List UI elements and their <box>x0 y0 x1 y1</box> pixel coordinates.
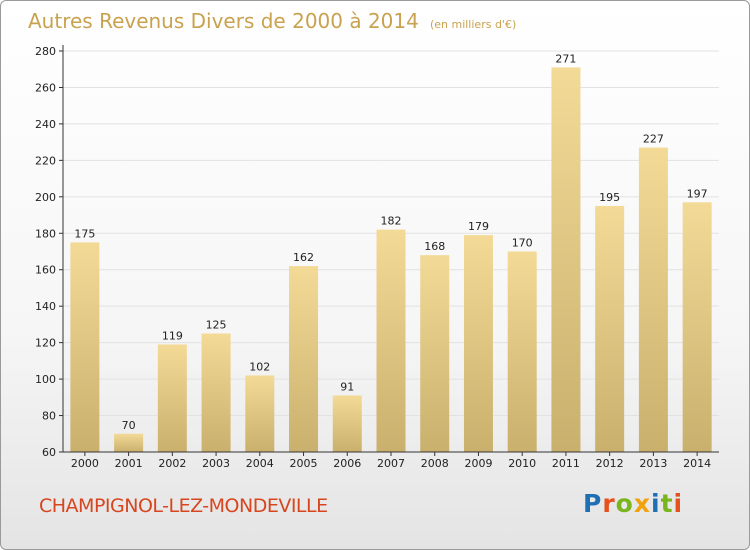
labels: 60 80 100 120 140 160 180 200 220 240 260 280 175 200… <box>35 45 711 470</box>
bar-2008 <box>420 255 450 452</box>
x-tick-label-2000: 2000 <box>71 457 99 470</box>
brand-logo[interactable]: Proxiti <box>583 489 683 518</box>
y-tick-label: 100 <box>35 373 56 386</box>
y-tick-label: 260 <box>35 81 56 94</box>
bar-2009 <box>463 235 493 452</box>
y-tick-label: 240 <box>35 118 56 131</box>
bar-2010 <box>507 251 537 452</box>
data-label-2009: 179 <box>468 220 489 233</box>
x-tick-label-2001: 2001 <box>115 457 143 470</box>
y-tick-label: 60 <box>42 446 56 459</box>
data-label-2010: 170 <box>512 237 533 250</box>
brand-letter: i <box>673 489 684 518</box>
chart-subtitle: (en milliers d'€) <box>429 18 517 31</box>
commune-name: CHAMPIGNOL-LEZ-MONDEVILLE <box>39 495 328 517</box>
x-tick-label-2011: 2011 <box>552 457 580 470</box>
x-tick-label-2013: 2013 <box>639 457 667 470</box>
y-tick-label: 220 <box>35 154 56 167</box>
bar-2012 <box>595 205 625 452</box>
x-tick-label-2014: 2014 <box>683 457 711 470</box>
data-label-2008: 168 <box>424 240 445 253</box>
bar-2013 <box>638 147 668 452</box>
x-tick-label-2007: 2007 <box>377 457 405 470</box>
data-label-2011: 271 <box>555 52 576 65</box>
y-tick-label: 120 <box>35 337 56 350</box>
bar-2003 <box>201 333 231 452</box>
x-tick-label-2002: 2002 <box>158 457 186 470</box>
y-tick-label: 160 <box>35 264 56 277</box>
data-label-2000: 175 <box>74 227 95 240</box>
chart-header: Autres Revenus Divers de 2000 à 2014 (en… <box>28 9 516 33</box>
axes <box>59 45 719 456</box>
brand-letter: i <box>651 489 661 518</box>
brand-letter: x <box>633 489 651 518</box>
data-label-2006: 91 <box>340 380 354 393</box>
brand-letter: o <box>615 489 634 518</box>
data-label-2014: 197 <box>687 187 708 200</box>
bar-2000 <box>70 242 100 452</box>
x-tick-label-2012: 2012 <box>596 457 624 470</box>
x-tick-label-2008: 2008 <box>421 457 449 470</box>
bar-2005 <box>289 266 319 452</box>
brand-letter: t <box>660 489 674 518</box>
data-label-2001: 70 <box>122 419 136 432</box>
x-tick-label-2005: 2005 <box>290 457 318 470</box>
bar-2007 <box>376 229 406 452</box>
data-label-2004: 102 <box>249 360 270 373</box>
bar-2011 <box>551 67 581 453</box>
bars <box>70 67 712 453</box>
y-tick-label: 280 <box>35 45 56 58</box>
brand-letter: r <box>602 489 616 518</box>
chart-title: Autres Revenus Divers de 2000 à 2014 <box>28 9 419 33</box>
bar-2014 <box>682 202 712 452</box>
data-label-2002: 119 <box>162 329 183 342</box>
x-tick-label-2010: 2010 <box>508 457 536 470</box>
data-label-2005: 162 <box>293 251 314 264</box>
data-label-2013: 227 <box>643 133 664 146</box>
data-label-2007: 182 <box>381 215 402 228</box>
x-tick-label-2004: 2004 <box>246 457 274 470</box>
y-tick-label: 180 <box>35 227 56 240</box>
x-tick-label-2006: 2006 <box>333 457 361 470</box>
brand-letter: P <box>583 489 603 518</box>
y-tick-label: 200 <box>35 191 56 204</box>
data-label-2003: 125 <box>206 319 227 332</box>
bar-2002 <box>157 344 187 452</box>
bar-2001 <box>114 433 144 452</box>
y-tick-label: 140 <box>35 300 56 313</box>
bar-2004 <box>245 375 275 452</box>
bar-2006 <box>332 395 362 452</box>
x-tick-label-2003: 2003 <box>202 457 230 470</box>
y-tick-label: 80 <box>42 410 56 423</box>
data-label-2012: 195 <box>599 191 620 204</box>
x-tick-label-2009: 2009 <box>464 457 492 470</box>
